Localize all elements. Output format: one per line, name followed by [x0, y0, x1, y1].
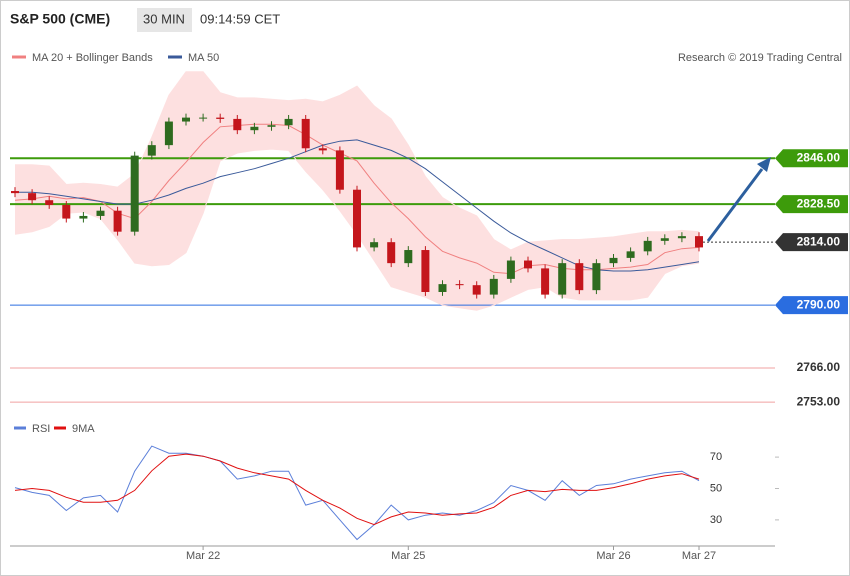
- candle-body: [62, 204, 71, 219]
- timeframe: 30 MIN: [143, 11, 185, 26]
- candle-body: [575, 263, 584, 291]
- y-tick-label: 70: [710, 451, 722, 463]
- candle-body: [404, 250, 413, 264]
- candle-body: [182, 117, 190, 122]
- candle-body: [472, 285, 481, 295]
- candle-body: [506, 260, 515, 279]
- candle-body: [250, 126, 259, 131]
- candle-body: [11, 191, 19, 194]
- rsi-line: [14, 445, 700, 541]
- candle-body: [524, 260, 532, 269]
- level-label-box: [775, 195, 848, 214]
- x-tick-label: Mar 26: [596, 550, 630, 562]
- candle-body: [130, 155, 139, 232]
- candle-body: [318, 148, 327, 151]
- x-tick-label: Mar 25: [391, 550, 425, 562]
- forecast-arrow: [706, 157, 771, 242]
- candle-body: [335, 150, 344, 190]
- legend-label: MA 50: [188, 52, 219, 64]
- candle-body: [28, 193, 37, 201]
- candle-body: [301, 118, 310, 149]
- candle-body: [267, 125, 276, 127]
- level-label-box: [775, 233, 848, 252]
- level-label: 2846.00: [797, 150, 841, 164]
- level-label: 2814.00: [797, 234, 841, 248]
- candle-body: [558, 263, 567, 295]
- candle-body: [695, 236, 703, 248]
- level-label: 2790.00: [797, 297, 841, 311]
- candle-body: [96, 210, 105, 216]
- credit: Research © 2019 Trading Central: [678, 52, 842, 64]
- candle-body: [353, 189, 361, 248]
- candle-body: [626, 251, 635, 258]
- level-label: 2828.50: [797, 196, 841, 210]
- ma-line: [14, 123, 700, 275]
- candle-body: [592, 263, 601, 291]
- candle-body: [455, 284, 464, 286]
- candle-body: [284, 118, 293, 126]
- candle-body: [387, 242, 396, 264]
- x-tick-label: Mar 27: [682, 550, 716, 562]
- timeframe-box: [137, 8, 192, 32]
- candle-body: [45, 200, 54, 205]
- candle-body: [541, 268, 550, 295]
- candle-body: [421, 250, 430, 292]
- candle-body: [660, 238, 669, 241]
- y-tick-label: 50: [710, 482, 722, 494]
- x-tick-label: Mar 22: [186, 550, 220, 562]
- candle-body: [199, 117, 208, 119]
- candle-body: [370, 242, 379, 248]
- band-edge: [15, 71, 700, 251]
- legend-label: 9MA: [72, 423, 95, 435]
- legend-label: MA 20 + Bollinger Bands: [32, 52, 153, 64]
- legend-label: RSI: [32, 423, 50, 435]
- level-label-box: [775, 296, 848, 315]
- level-label-box: [775, 149, 848, 168]
- level-label: 2753.00: [797, 394, 841, 408]
- candle-body: [643, 240, 652, 252]
- candle-body: [233, 118, 242, 131]
- candle-body: [113, 210, 122, 232]
- title: S&P 500 (CME): [10, 11, 110, 27]
- candle-body: [147, 145, 156, 156]
- candle-body: [438, 284, 447, 292]
- candle-body: [489, 278, 498, 295]
- candle-body: [164, 121, 173, 146]
- y-tick-label: 30: [710, 514, 722, 526]
- candle-body: [677, 236, 686, 239]
- candle-body: [609, 257, 618, 264]
- ma-line: [15, 139, 700, 272]
- rsi-line: [14, 453, 700, 526]
- candle-body: [216, 117, 225, 119]
- level-label: 2766.00: [797, 360, 841, 374]
- candle-body: [79, 215, 88, 219]
- time: 09:14:59 CET: [200, 11, 280, 26]
